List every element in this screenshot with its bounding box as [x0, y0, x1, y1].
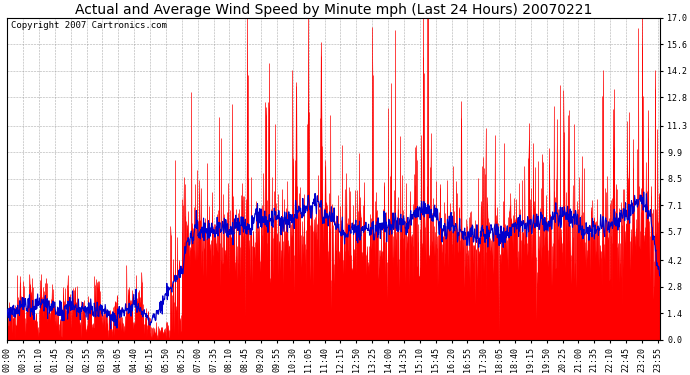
Title: Actual and Average Wind Speed by Minute mph (Last 24 Hours) 20070221: Actual and Average Wind Speed by Minute …: [75, 3, 592, 17]
Text: Copyright 2007 Cartronics.com: Copyright 2007 Cartronics.com: [10, 21, 166, 30]
